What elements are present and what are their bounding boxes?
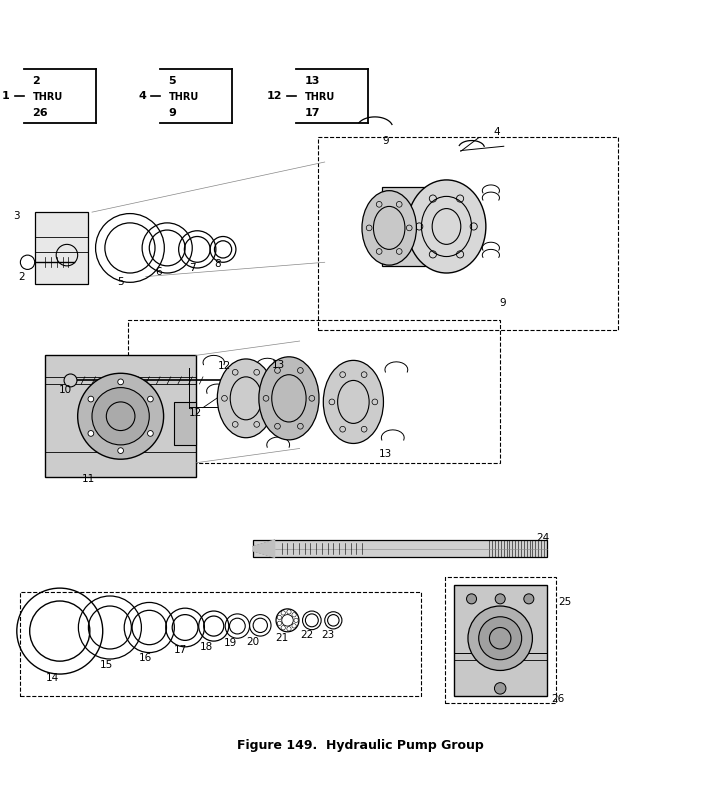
Text: 19: 19: [224, 638, 237, 648]
Text: 2: 2: [32, 75, 40, 86]
Ellipse shape: [362, 191, 416, 265]
Bar: [318, 137, 618, 330]
Text: 16: 16: [139, 653, 153, 663]
Text: 13: 13: [305, 75, 320, 86]
Circle shape: [148, 397, 153, 402]
Polygon shape: [253, 540, 274, 557]
Circle shape: [64, 374, 77, 387]
Text: 12: 12: [189, 408, 202, 418]
Text: 3: 3: [14, 211, 20, 221]
Circle shape: [479, 616, 522, 659]
Bar: [20, 592, 421, 696]
Text: 12: 12: [267, 91, 282, 101]
Circle shape: [88, 397, 94, 402]
Text: 9: 9: [168, 108, 176, 118]
Bar: [127, 320, 500, 463]
Circle shape: [148, 431, 153, 436]
Bar: [445, 577, 556, 702]
Circle shape: [118, 379, 124, 384]
Text: 4: 4: [493, 127, 500, 137]
Text: 17: 17: [305, 108, 320, 118]
Bar: [253, 540, 546, 557]
Text: 20: 20: [246, 637, 260, 647]
Text: 21: 21: [275, 633, 289, 643]
Text: 15: 15: [99, 659, 113, 670]
Text: 11: 11: [82, 474, 95, 484]
Text: 9: 9: [499, 298, 505, 308]
Text: 26: 26: [551, 694, 564, 704]
Text: 6: 6: [156, 268, 162, 277]
Text: 14: 14: [46, 672, 59, 683]
Circle shape: [524, 594, 534, 604]
Text: 24: 24: [536, 533, 550, 543]
Text: 4: 4: [138, 91, 146, 101]
Bar: [45, 355, 196, 477]
Text: 13: 13: [379, 449, 392, 459]
Text: 1: 1: [2, 91, 10, 101]
Ellipse shape: [217, 359, 274, 438]
Circle shape: [467, 594, 477, 604]
Text: 8: 8: [214, 259, 220, 268]
Bar: [174, 402, 196, 445]
Text: 25: 25: [558, 598, 571, 607]
Ellipse shape: [323, 360, 384, 444]
Text: 7: 7: [189, 263, 196, 273]
Circle shape: [495, 683, 506, 694]
Circle shape: [92, 388, 149, 445]
Text: 13: 13: [271, 360, 285, 370]
Circle shape: [495, 594, 505, 604]
Text: 18: 18: [200, 642, 213, 652]
Text: THRU: THRU: [305, 92, 335, 102]
Circle shape: [78, 373, 163, 459]
Text: 5: 5: [117, 277, 124, 287]
Bar: [382, 187, 425, 266]
Text: 9: 9: [382, 135, 389, 145]
Text: 12: 12: [218, 361, 231, 371]
Text: 26: 26: [32, 108, 48, 118]
Ellipse shape: [407, 180, 486, 273]
Text: 2: 2: [19, 272, 25, 281]
Circle shape: [468, 606, 532, 671]
Circle shape: [118, 448, 124, 453]
Text: 17: 17: [174, 646, 186, 655]
Ellipse shape: [259, 357, 319, 440]
Text: 10: 10: [59, 384, 72, 395]
Text: Figure 149.  Hydraulic Pump Group: Figure 149. Hydraulic Pump Group: [237, 739, 484, 752]
Bar: [454, 585, 546, 696]
Text: 23: 23: [322, 629, 335, 640]
Text: THRU: THRU: [32, 92, 63, 102]
Bar: [35, 212, 89, 284]
Circle shape: [88, 431, 94, 436]
Text: 5: 5: [168, 75, 176, 86]
Text: THRU: THRU: [168, 92, 199, 102]
Text: 22: 22: [300, 629, 313, 640]
